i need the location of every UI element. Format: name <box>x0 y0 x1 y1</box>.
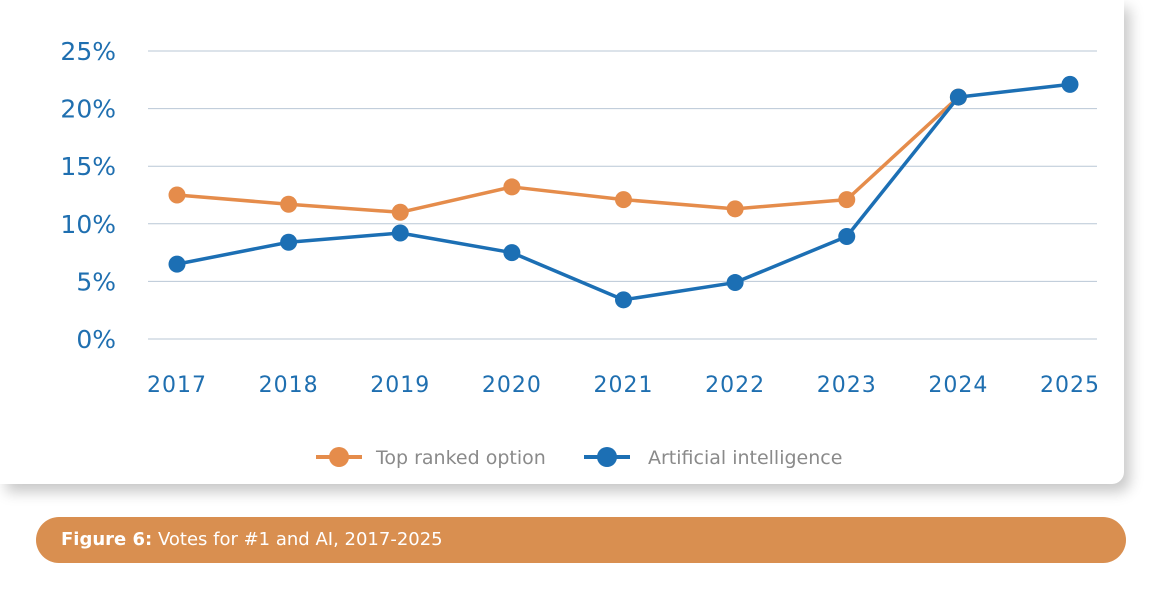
legend-label: Top ranked option <box>375 447 546 469</box>
data-point <box>615 191 632 209</box>
x-tick-label: 2018 <box>259 373 319 398</box>
data-point <box>838 227 856 245</box>
data-point <box>726 274 744 292</box>
y-tick-label: 5% <box>76 267 116 296</box>
x-tick-label: 2022 <box>705 373 765 398</box>
x-tick-label: 2023 <box>817 373 877 398</box>
chart-card: 0% 5% 10% 15% 20% 25% 2017 2018 2019 2020 2021 202… <box>60 37 1100 469</box>
data-point <box>280 195 298 213</box>
y-tick-label: 10% <box>60 210 116 239</box>
x-axis-ticks: 2017 2018 2019 2020 2021 2022 2023 2024 2025 <box>147 373 1100 398</box>
x-tick-label: 2017 <box>147 373 207 398</box>
legend: Top ranked option Artificial intelligence <box>316 447 842 469</box>
figure-caption-text: Votes for #1 and AI, 2017-2025 <box>152 529 443 550</box>
data-point <box>280 233 298 251</box>
figure-caption: Figure 6: Votes for #1 and AI, 2017-2025 <box>36 517 1126 563</box>
legend-marker <box>597 447 617 467</box>
legend-label: Artificial intelligence <box>648 447 842 469</box>
y-tick-label: 0% <box>76 325 116 354</box>
line-chart: 0% 5% 10% 15% 20% 25% 2017 2018 2019 2020 2021 202… <box>60 37 1100 469</box>
data-point <box>168 255 186 273</box>
x-tick-label: 2025 <box>1040 373 1100 398</box>
x-tick-label: 2019 <box>370 373 430 398</box>
x-tick-label: 2024 <box>928 373 988 398</box>
legend-marker <box>329 447 349 467</box>
data-point <box>726 200 744 218</box>
data-point <box>949 88 967 106</box>
series-line-1 <box>176 95 960 215</box>
data-point <box>1061 75 1079 93</box>
data-point <box>168 186 186 204</box>
data-point <box>391 224 409 242</box>
data-point <box>391 203 409 221</box>
data-point <box>503 178 521 196</box>
x-tick-label: 2020 <box>482 373 542 398</box>
y-tick-label: 25% <box>60 37 116 66</box>
data-point <box>615 291 632 309</box>
series-group <box>168 75 1079 309</box>
x-tick-label: 2021 <box>594 373 654 398</box>
gridlines <box>148 50 1097 340</box>
figure-caption-label: Figure 6: <box>61 529 153 550</box>
y-tick-label: 15% <box>60 152 116 181</box>
y-axis-ticks: 0% 5% 10% 15% 20% 25% <box>60 37 116 354</box>
y-tick-label: 20% <box>60 95 116 124</box>
data-point <box>838 191 856 209</box>
data-point <box>503 244 521 262</box>
